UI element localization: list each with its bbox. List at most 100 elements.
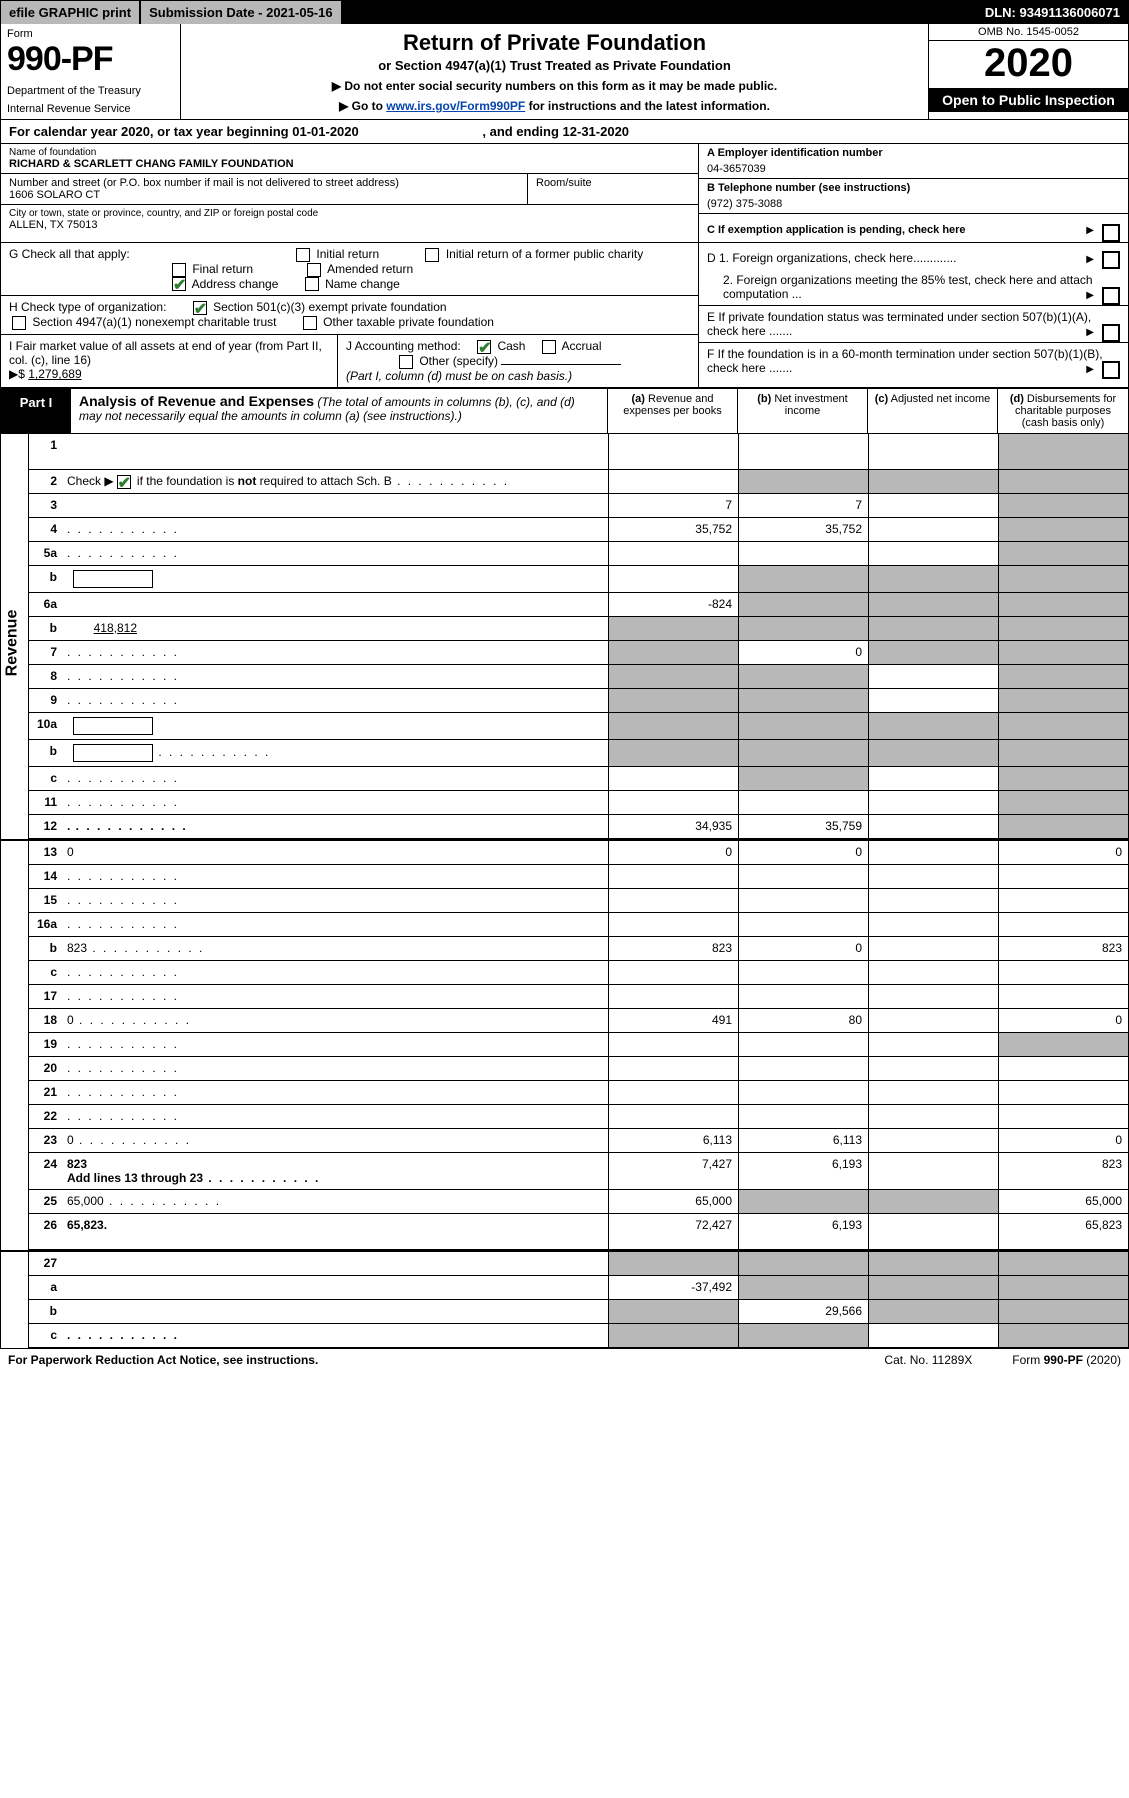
cell-b: 0 [738,841,868,864]
row-num: b [29,617,61,640]
cb-accrual[interactable] [542,340,556,354]
bottom-rows: 27a-37,492b29,566c [29,1252,1128,1348]
cell-c [868,641,998,664]
row-num: c [29,1324,61,1347]
cell-d [998,740,1128,766]
table-row: 19 [29,1033,1128,1057]
table-row: b29,566 [29,1300,1128,1324]
c-checkbox[interactable] [1102,224,1120,242]
addr-cell: Number and street (or P.O. box number if… [1,174,528,204]
g-label: G Check all that apply: [9,247,130,261]
row-desc [61,665,608,688]
cell-b [738,470,868,493]
cb-4947[interactable] [12,316,26,330]
cell-b [738,434,868,469]
irs-link[interactable]: www.irs.gov/Form990PF [386,99,525,113]
cell-d [998,1057,1128,1080]
cb-initial[interactable] [296,248,310,262]
arrow-icon [1086,324,1094,338]
cell-b [738,913,868,936]
row-desc: 0 [61,1129,608,1152]
table-row: 14 [29,865,1128,889]
table-row: 16a [29,913,1128,937]
cell-d [998,985,1128,1008]
table-row: b [29,566,1128,593]
cb-initial-former[interactable] [425,248,439,262]
schedule-b-checkbox[interactable] [117,475,131,489]
row-num: c [29,767,61,790]
row-desc [61,961,608,984]
calyear-begin: 01-01-2020 [292,124,359,139]
cell-d: 0 [998,1129,1128,1152]
cb-cash[interactable] [477,340,491,354]
row-num: 26 [29,1214,61,1249]
row-num: 22 [29,1105,61,1128]
table-row: 130000 [29,841,1128,865]
calyear-end: 12-31-2020 [563,124,630,139]
header-left: Form 990-PF Department of the Treasury I… [1,24,181,119]
cell-b [738,1190,868,1213]
cell-d [998,1300,1128,1323]
i-j-row: I Fair market value of all assets at end… [1,334,698,387]
row-num: 23 [29,1129,61,1152]
table-row: 70 [29,641,1128,665]
arrow-icon [1086,361,1094,375]
d2-label: 2. Foreign organizations meeting the 85%… [723,273,1093,301]
cell-d [998,665,1128,688]
row-desc [61,889,608,912]
g-row: G Check all that apply: Initial return I… [1,243,698,295]
cell-c [868,1057,998,1080]
row-num: b [29,740,61,766]
cell-a: 72,427 [608,1214,738,1249]
note-post: for instructions and the latest informat… [525,99,770,113]
row-desc [61,1105,608,1128]
cell-d [998,1105,1128,1128]
table-row: b8238230823 [29,937,1128,961]
row-desc [61,434,608,469]
row-desc [61,767,608,790]
row-num: 8 [29,665,61,688]
cell-b: 6,193 [738,1214,868,1249]
cell-d [998,593,1128,616]
cell-d [998,1276,1128,1299]
addr-value: 1606 SOLARO CT [9,189,519,201]
e-label: E If private foundation status was termi… [707,310,1091,338]
topbar: efile GRAPHIC print Submission Date - 20… [1,1,1128,24]
row-desc: 823 [61,937,608,960]
g-opts-2: Final return Amended return [169,262,423,277]
row-desc [61,542,608,565]
row-desc: Check ▶ if the foundation is not require… [61,470,608,493]
cb-other-tax[interactable] [303,316,317,330]
cell-d [998,865,1128,888]
table-row: 435,75235,752 [29,518,1128,542]
opex-section: Operating and Administrative Expenses 13… [1,839,1128,1250]
cell-a [608,985,738,1008]
cell-c [868,961,998,984]
row-num: 20 [29,1057,61,1080]
f-checkbox[interactable] [1102,361,1120,379]
cell-d [998,1081,1128,1104]
table-row: a-37,492 [29,1276,1128,1300]
cb-name-change[interactable] [305,277,319,291]
cb-other-method[interactable] [399,355,413,369]
cell-a [608,889,738,912]
table-row: 12.34,93535,759 [29,815,1128,839]
row-desc [61,566,608,592]
cell-a [608,713,738,739]
e-checkbox[interactable] [1102,324,1120,342]
cb-501c3[interactable] [193,301,207,315]
d2-checkbox[interactable] [1102,287,1120,305]
cb-address[interactable] [172,277,186,291]
table-row: c [29,961,1128,985]
cb-amended[interactable] [307,263,321,277]
table-row: 9 [29,689,1128,713]
col-c-head: (c) Adjusted net income [868,389,998,433]
cell-b: 0 [738,641,868,664]
cell-d: 823 [998,1153,1128,1189]
header-right: OMB No. 1545-0052 2020 Open to Public In… [928,24,1128,119]
cell-c [868,542,998,565]
d1-checkbox[interactable] [1102,251,1120,269]
cell-a [608,1252,738,1275]
cell-b [738,617,868,640]
open-public: Open to Public Inspection [929,88,1128,112]
